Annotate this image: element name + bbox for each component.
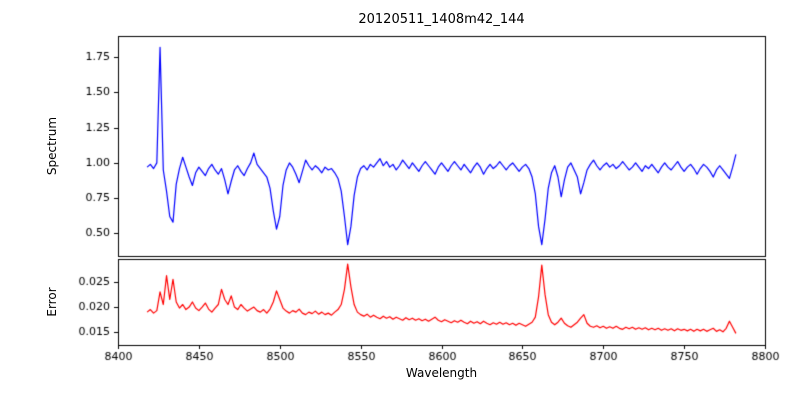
error-y-axis-label: Error (45, 287, 59, 317)
x-axis-label: Wavelength (405, 366, 478, 380)
chart-title: 20120511_1408m42_144 (358, 12, 525, 27)
spectrum-y-axis-label: Spectrum (45, 116, 59, 176)
